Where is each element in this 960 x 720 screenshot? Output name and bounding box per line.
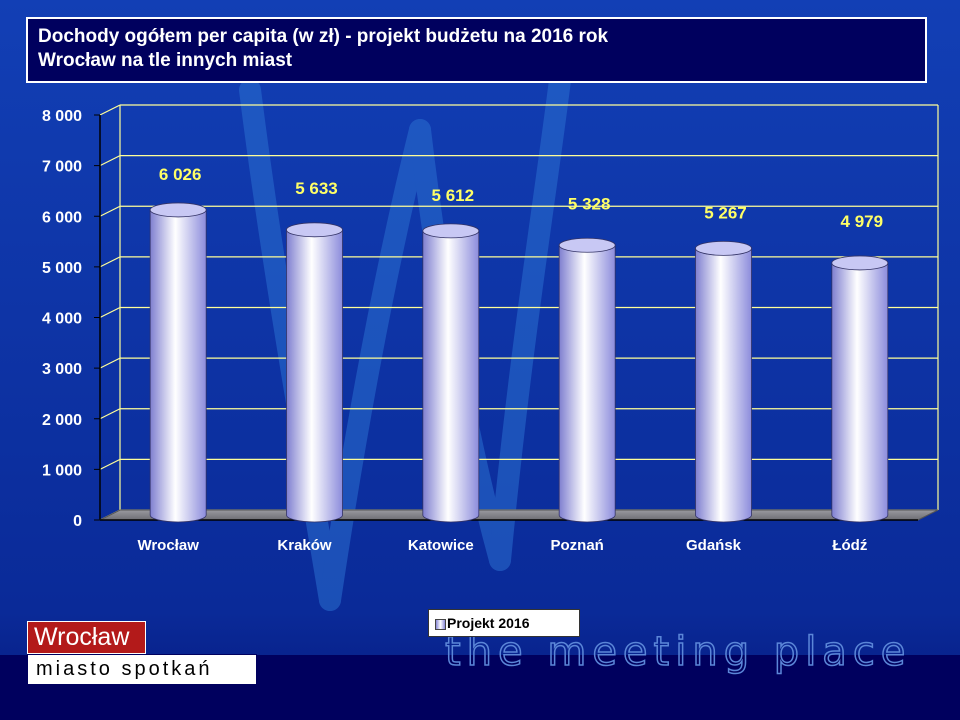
- logo-miasto-spotkan: miasto spotkań: [27, 654, 257, 685]
- gridline-side: [99, 408, 121, 420]
- x-tick-label: Gdańsk: [686, 537, 742, 554]
- data-label: 5 328: [568, 194, 611, 213]
- logo-wroclaw: Wrocław: [27, 621, 146, 654]
- gridline-side: [99, 458, 121, 470]
- data-label: 5 612: [432, 186, 475, 205]
- bar-Katowice: [422, 230, 480, 523]
- y-tick-label: 0: [73, 513, 82, 530]
- y-tick-label: 4 000: [42, 311, 82, 328]
- y-tick-label: 5 000: [42, 260, 82, 277]
- gridline-side: [99, 306, 121, 319]
- y-tick-label: 2 000: [42, 412, 82, 429]
- bar-Poznań: [558, 244, 616, 523]
- data-label: 5 633: [295, 179, 338, 198]
- gridline-side: [99, 256, 121, 268]
- data-label: 6 026: [159, 165, 202, 184]
- legend-label: Projekt 2016: [447, 615, 530, 631]
- bar-top: [831, 255, 889, 271]
- chart-title: Dochody ogółem per capita (w zł) - proje…: [38, 26, 609, 47]
- bar-Wrocław: [149, 209, 207, 523]
- x-tick-label: Łódź: [832, 537, 867, 554]
- bar-top: [558, 237, 616, 253]
- gridline-side: [99, 205, 121, 217]
- bar-top: [149, 202, 207, 218]
- y-tick-label: 3 000: [42, 361, 82, 378]
- y-tick-label: 8 000: [42, 108, 82, 125]
- gridline-side: [99, 104, 121, 116]
- bar-Łódź: [831, 262, 889, 523]
- gridline-side: [99, 155, 121, 167]
- bar-top: [422, 223, 480, 239]
- data-label: 4 979: [841, 212, 884, 231]
- x-tick-label: Kraków: [277, 537, 332, 554]
- legend: Projekt 2016: [428, 609, 580, 637]
- chart-title-box: Dochody ogółem per capita (w zł) - proje…: [26, 17, 927, 83]
- bar-top: [286, 222, 343, 238]
- bar-Kraków: [286, 229, 343, 523]
- gridline-side: [99, 357, 121, 369]
- x-tick-label: Wrocław: [137, 537, 199, 554]
- y-tick-label: 1 000: [42, 462, 82, 479]
- y-tick-label: 7 000: [42, 159, 82, 176]
- bar-top: [695, 240, 752, 256]
- legend-swatch: [435, 619, 446, 630]
- bar-Gdańsk: [695, 247, 752, 523]
- plot-floor: [99, 509, 939, 521]
- chart-subtitle: Wrocław na tle innych miast: [38, 50, 293, 71]
- x-tick-label: Katowice: [408, 537, 474, 554]
- data-label: 5 267: [704, 203, 747, 222]
- x-tick-label: Poznań: [550, 537, 603, 554]
- y-tick-label: 6 000: [42, 209, 82, 226]
